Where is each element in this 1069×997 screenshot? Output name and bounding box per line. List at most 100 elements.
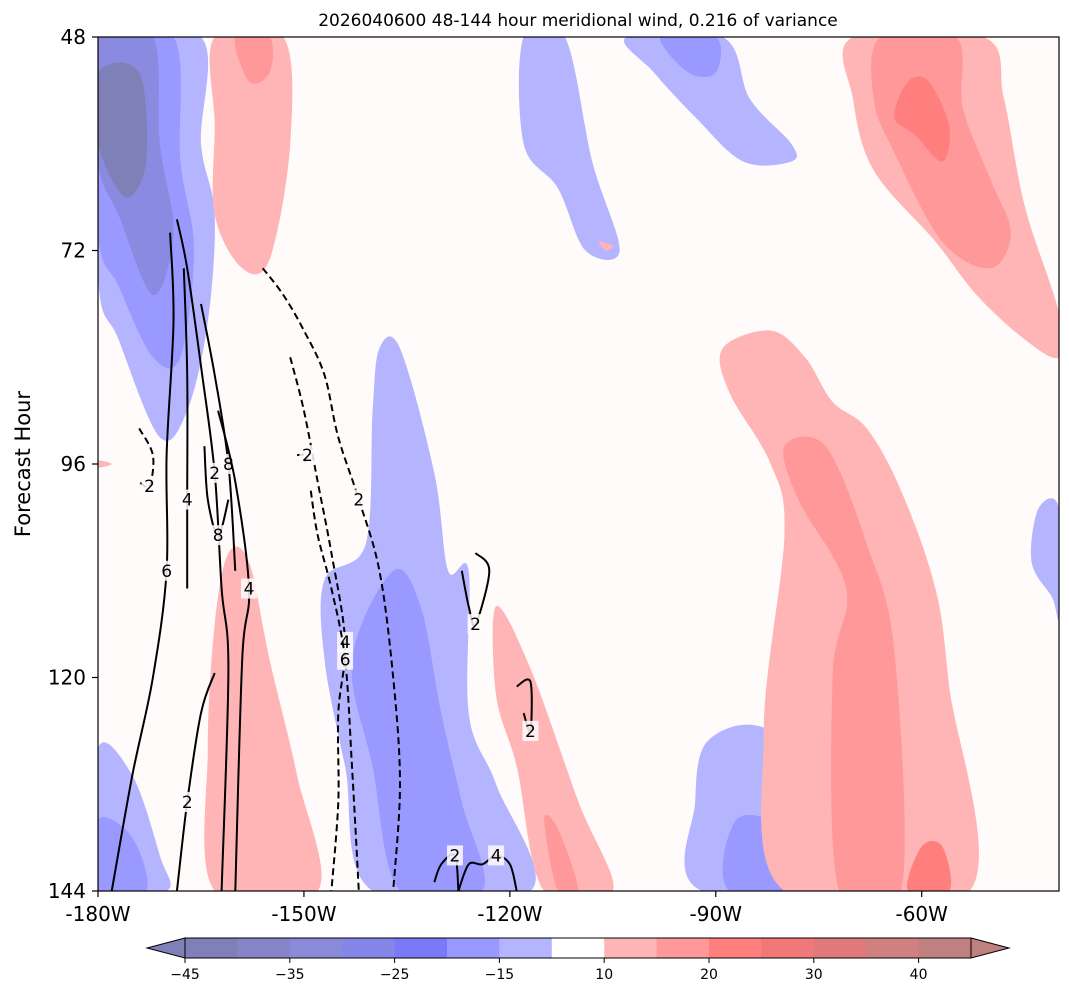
contour-line [175, 219, 230, 891]
y-tick-label: 144 [48, 879, 86, 903]
filled-region-neg1 [518, 37, 620, 260]
filled-region-neg1 [1030, 498, 1059, 620]
contour-line [217, 410, 251, 891]
colorbar-swatch [813, 938, 867, 958]
contour-label: 8 [223, 455, 234, 475]
contour-label-bg [522, 720, 539, 741]
colorbar-swatch [237, 938, 291, 958]
colorbar-frame [184, 937, 972, 959]
contour-label-bg [206, 462, 223, 483]
contour-label-bg [210, 525, 227, 546]
contour-label: 2 [182, 793, 193, 813]
colorbar-swatch [709, 938, 762, 958]
filled-region-neg2 [660, 37, 722, 78]
colorbar: −45 −35 −25 −15 10 20 30 40 [145, 937, 1011, 983]
filled-contours [98, 37, 1059, 891]
filled-region-pos1 [492, 606, 614, 891]
colorbar-swatch [551, 938, 605, 958]
contour-label-bg [241, 578, 258, 599]
contour-label: 2 [470, 615, 481, 635]
colorbar-swatch [866, 938, 920, 958]
colorbar-extend-min [145, 937, 186, 959]
colorbar-swatch [394, 938, 448, 958]
filled-region-pos1 [204, 546, 322, 891]
y-tick-label: 72 [61, 239, 86, 263]
colorbar-tick-label: 30 [805, 967, 823, 983]
contour-label: 2 [144, 477, 155, 497]
colorbar-tick-label: −45 [170, 967, 200, 983]
contour-line [175, 672, 216, 891]
x-tick-label: -90W [690, 902, 743, 926]
contour-label-bg [158, 560, 175, 581]
contour-label-bg [337, 649, 354, 670]
colorbar-swatch [447, 938, 500, 958]
colorbar-swatch [604, 938, 658, 958]
contour-label: 4 [340, 633, 351, 653]
x-tick-label: -120W [477, 902, 542, 926]
y-axis: 48 72 96 120 144 [48, 25, 98, 903]
contour-label: 2 [450, 846, 461, 866]
filled-region-neg1 [624, 37, 797, 166]
colorbar-swatch [918, 938, 972, 958]
contour-label-bg [350, 489, 367, 510]
contour-label-bg [141, 476, 158, 497]
contour-label: 8 [213, 526, 224, 546]
x-tick-label: -60W [895, 902, 948, 926]
y-tick-label: 120 [48, 666, 86, 690]
contour-label-bg [446, 845, 463, 866]
contour-label: 2 [353, 491, 364, 511]
contour-label-bg [488, 845, 505, 866]
x-tick-label: -150W [271, 902, 336, 926]
contour-line [203, 446, 230, 537]
colorbar-tick-label: 20 [700, 967, 718, 983]
filled-region-neg2 [98, 817, 148, 891]
y-axis-label: Forecast Hour [11, 391, 35, 537]
colorbar-extend-max [970, 937, 1011, 959]
contour-label-bg [179, 792, 196, 813]
contour-label-bg [179, 489, 196, 510]
filled-region-pos1 [209, 37, 293, 275]
contour-label-bg [299, 445, 316, 466]
contour-label: 6 [161, 562, 172, 582]
filled-region-pos1 [598, 241, 613, 251]
contour-label: 4 [244, 580, 255, 600]
filled-region-neg2 [351, 568, 485, 891]
contour-line [289, 357, 347, 891]
contour-label: 2 [209, 464, 220, 484]
colorbar-tick-label: 40 [910, 967, 928, 983]
colorbar-tick-label: 10 [595, 967, 613, 983]
filled-region-pos3 [907, 840, 952, 891]
filled-region-pos2 [544, 814, 579, 891]
contour-line [182, 268, 189, 589]
colorbar-swatch [499, 938, 553, 958]
contour-label: 2 [302, 446, 313, 466]
colorbar-swatch [656, 938, 710, 958]
contour-line [200, 303, 237, 571]
filled-region-neg4 [98, 62, 148, 198]
chart-title: 2026040600 48-144 hour meridional wind, … [318, 11, 838, 31]
filled-region-pos3 [894, 76, 950, 162]
contour-label-bg [467, 614, 484, 635]
colorbar-swatch [185, 938, 238, 958]
colorbar-swatch [342, 938, 396, 958]
x-tick-label: -180W [65, 902, 130, 926]
contour-label: 6 [340, 651, 351, 671]
contour-label: 4 [491, 846, 502, 866]
contour-line [309, 490, 360, 891]
colorbar-tick-label: −35 [275, 967, 305, 983]
colorbar-swatch [761, 938, 815, 958]
filled-region-pos2 [234, 37, 274, 84]
colorbar-tick-label: −15 [485, 967, 515, 983]
colorbar-tick-label: −25 [380, 967, 410, 983]
x-axis: -180W -150W -120W -90W -60W [65, 891, 948, 926]
y-tick-label: 48 [61, 25, 86, 49]
colorbar-swatch [289, 938, 343, 958]
filled-region-pos2 [783, 436, 905, 891]
filled-region-pos1 [98, 460, 112, 468]
y-tick-label: 96 [61, 452, 86, 476]
contour-label: 2 [525, 722, 536, 742]
contour-label: 4 [182, 491, 193, 511]
